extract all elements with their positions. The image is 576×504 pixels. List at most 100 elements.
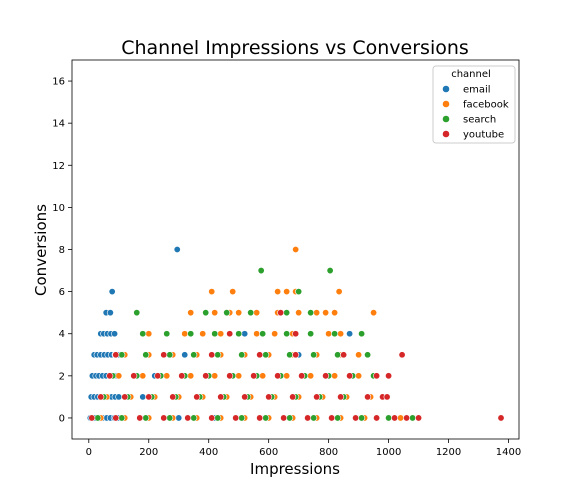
data-point-youtube [208, 351, 216, 359]
data-point-email [111, 330, 119, 338]
data-point-facebook [331, 372, 339, 380]
legend-frame [432, 65, 516, 144]
data-point-youtube [277, 309, 285, 317]
legend-marker-youtube [442, 130, 450, 138]
data-point-search [259, 330, 267, 338]
y-axis-ticks: 0 2 4 6 8 10 12 14 16 [52, 77, 72, 424]
data-point-search [286, 414, 294, 422]
data-point-youtube [169, 393, 177, 401]
y-tick-label: 2 [59, 371, 65, 382]
data-point-facebook [271, 330, 279, 338]
data-point-search [223, 309, 231, 317]
x-tick-label: 1400 [496, 447, 521, 458]
data-point-youtube [88, 414, 96, 422]
y-tick-label: 12 [52, 161, 65, 172]
data-point-youtube [112, 414, 120, 422]
legend-label-email: email [463, 85, 491, 96]
data-point-facebook [181, 330, 189, 338]
data-point-email [139, 393, 147, 401]
data-point-search [202, 309, 210, 317]
data-point-youtube [403, 414, 411, 422]
data-point-search [358, 414, 366, 422]
data-point-youtube [292, 330, 300, 338]
data-point-youtube [160, 351, 168, 359]
data-point-facebook [211, 309, 219, 317]
data-point-youtube [178, 372, 186, 380]
data-point-search [409, 414, 417, 422]
data-point-search [118, 351, 126, 359]
y-tick-label: 0 [59, 413, 65, 424]
x-tick-label: 800 [319, 447, 338, 458]
y-tick-label: 4 [59, 329, 65, 340]
x-axis-label: Impressions [250, 460, 340, 478]
data-point-facebook [229, 288, 237, 296]
data-point-search [139, 330, 147, 338]
data-point-search [307, 309, 315, 317]
data-point-search [94, 414, 102, 422]
data-point-search [187, 330, 195, 338]
data-point-search [166, 351, 174, 359]
data-point-youtube [106, 372, 114, 380]
points-layer [86, 246, 505, 422]
data-point-youtube [289, 393, 297, 401]
data-point-search [326, 267, 334, 275]
data-point-youtube [497, 414, 505, 422]
data-point-youtube [154, 372, 162, 380]
data-point-search [238, 414, 246, 422]
data-point-youtube [160, 414, 168, 422]
legend-label-youtube: youtube [463, 130, 504, 141]
data-point-search [163, 330, 171, 338]
chart-title: Channel Impressions vs Conversions [121, 37, 469, 59]
data-point-search [283, 330, 291, 338]
data-point-search [262, 414, 270, 422]
data-point-youtube [184, 414, 192, 422]
data-point-search [358, 330, 366, 338]
data-point-youtube [322, 372, 330, 380]
data-point-youtube [256, 351, 264, 359]
data-point-search [310, 351, 318, 359]
data-point-email [115, 393, 123, 401]
data-point-youtube [373, 372, 381, 380]
data-point-search [247, 309, 255, 317]
data-point-youtube [383, 393, 391, 401]
data-point-youtube [193, 393, 201, 401]
y-tick-label: 8 [59, 245, 65, 256]
data-point-facebook [325, 330, 333, 338]
data-point-facebook [283, 288, 291, 296]
data-point-youtube [328, 414, 336, 422]
data-point-youtube [130, 372, 138, 380]
data-point-search [190, 414, 198, 422]
data-point-youtube [337, 393, 345, 401]
data-point-search [142, 414, 150, 422]
data-point-youtube [97, 393, 105, 401]
y-tick-label: 6 [59, 287, 65, 298]
data-point-youtube [304, 414, 312, 422]
legend-label-facebook: facebook [463, 100, 509, 111]
data-point-search [331, 330, 339, 338]
data-point-facebook [211, 372, 219, 380]
data-point-search [334, 351, 342, 359]
data-point-search [238, 351, 246, 359]
data-point-search [307, 330, 315, 338]
data-point-facebook [208, 288, 216, 296]
data-point-email [181, 351, 189, 359]
data-point-facebook [163, 372, 171, 380]
data-point-search [118, 414, 126, 422]
data-point-facebook [355, 372, 363, 380]
data-point-youtube [217, 393, 225, 401]
data-point-facebook [283, 372, 291, 380]
y-tick-label: 14 [52, 119, 65, 130]
data-point-search [190, 351, 198, 359]
data-point-facebook [370, 309, 378, 317]
data-point-search [283, 309, 291, 317]
data-point-facebook [355, 351, 363, 359]
legend-marker-facebook [442, 100, 450, 108]
y-tick-label: 16 [52, 77, 65, 88]
data-point-search [214, 414, 222, 422]
data-point-youtube [274, 372, 282, 380]
data-point-search [166, 414, 174, 422]
data-point-facebook [322, 309, 330, 317]
data-point-youtube [385, 372, 393, 380]
data-point-youtube [208, 414, 216, 422]
data-point-youtube [373, 414, 381, 422]
